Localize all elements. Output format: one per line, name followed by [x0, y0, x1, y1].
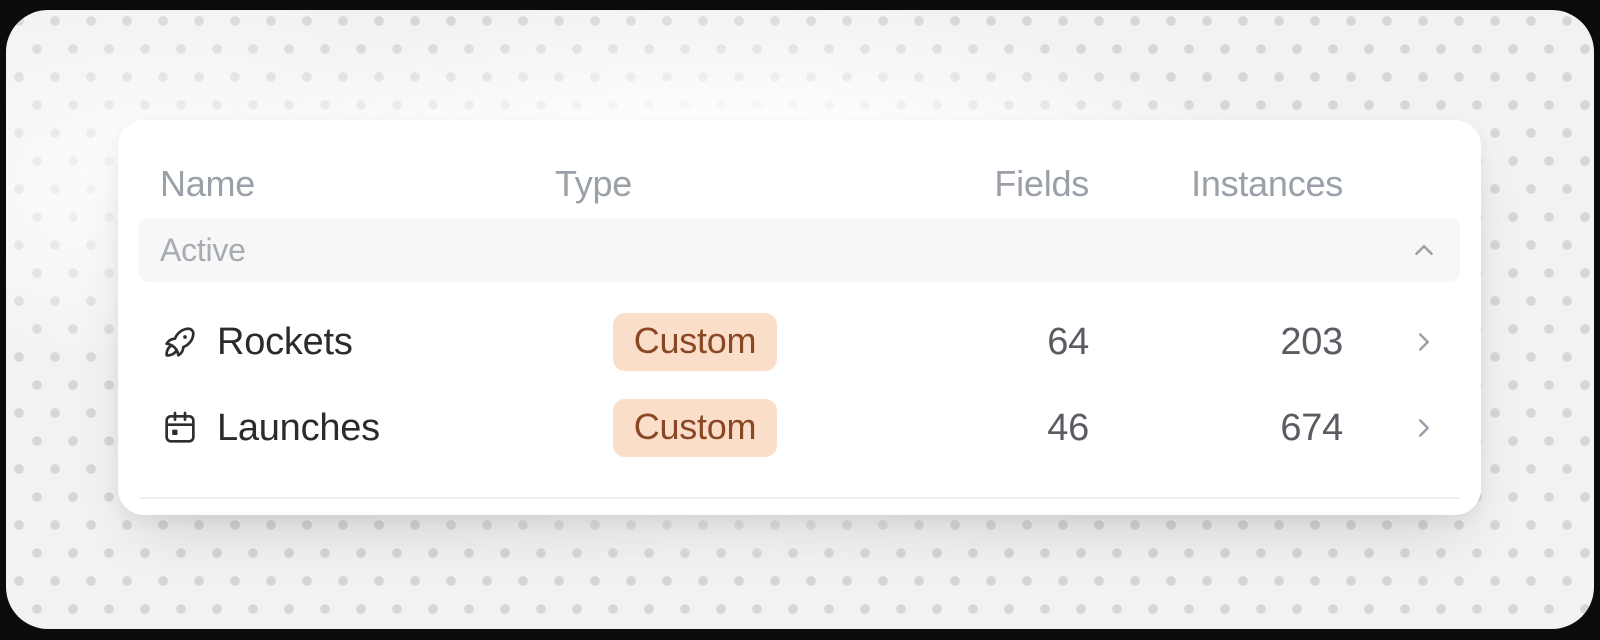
- column-header-type: Type: [555, 163, 633, 204]
- row-actions-cell: [1343, 413, 1439, 443]
- column-header-name: Name: [160, 163, 256, 204]
- row-type-cell: Custom: [555, 313, 835, 371]
- fields-value: 46: [1047, 406, 1089, 449]
- collections-table-card: Name Type Fields Instances Active Rocket…: [118, 120, 1481, 515]
- section-header-active[interactable]: Active: [139, 218, 1460, 282]
- row-name-cell: Launches: [160, 407, 555, 450]
- chevron-right-icon[interactable]: [1409, 413, 1439, 443]
- row-actions-cell: [1343, 327, 1439, 357]
- type-badge: Custom: [612, 399, 778, 457]
- table-row[interactable]: Rockets Custom 64 203: [139, 299, 1460, 385]
- row-name-cell: Rockets: [160, 321, 555, 364]
- chevron-up-icon[interactable]: [1409, 235, 1439, 265]
- row-type-cell: Custom: [555, 399, 835, 457]
- row-name: Rockets: [217, 320, 353, 363]
- rocket-icon: [160, 322, 200, 362]
- chevron-right-icon[interactable]: [1409, 327, 1439, 357]
- column-header-fields: Fields: [994, 163, 1089, 204]
- column-header-instances: Instances: [1191, 163, 1343, 204]
- section-label: Active: [160, 231, 246, 268]
- row-name: Launches: [217, 406, 380, 449]
- table-bottom-divider: [139, 497, 1460, 499]
- type-badge: Custom: [612, 313, 778, 371]
- table-header-row: Name Type Fields Instances: [139, 120, 1460, 218]
- table-row[interactable]: Launches Custom 46 674: [139, 385, 1460, 471]
- instances-value: 674: [1280, 406, 1343, 449]
- calendar-icon: [160, 408, 200, 448]
- table-rows: Rockets Custom 64 203 Launches Custom 46…: [139, 282, 1460, 471]
- instances-value: 203: [1280, 320, 1343, 363]
- app-background: Name Type Fields Instances Active Rocket…: [6, 10, 1594, 629]
- fields-value: 64: [1047, 320, 1089, 363]
